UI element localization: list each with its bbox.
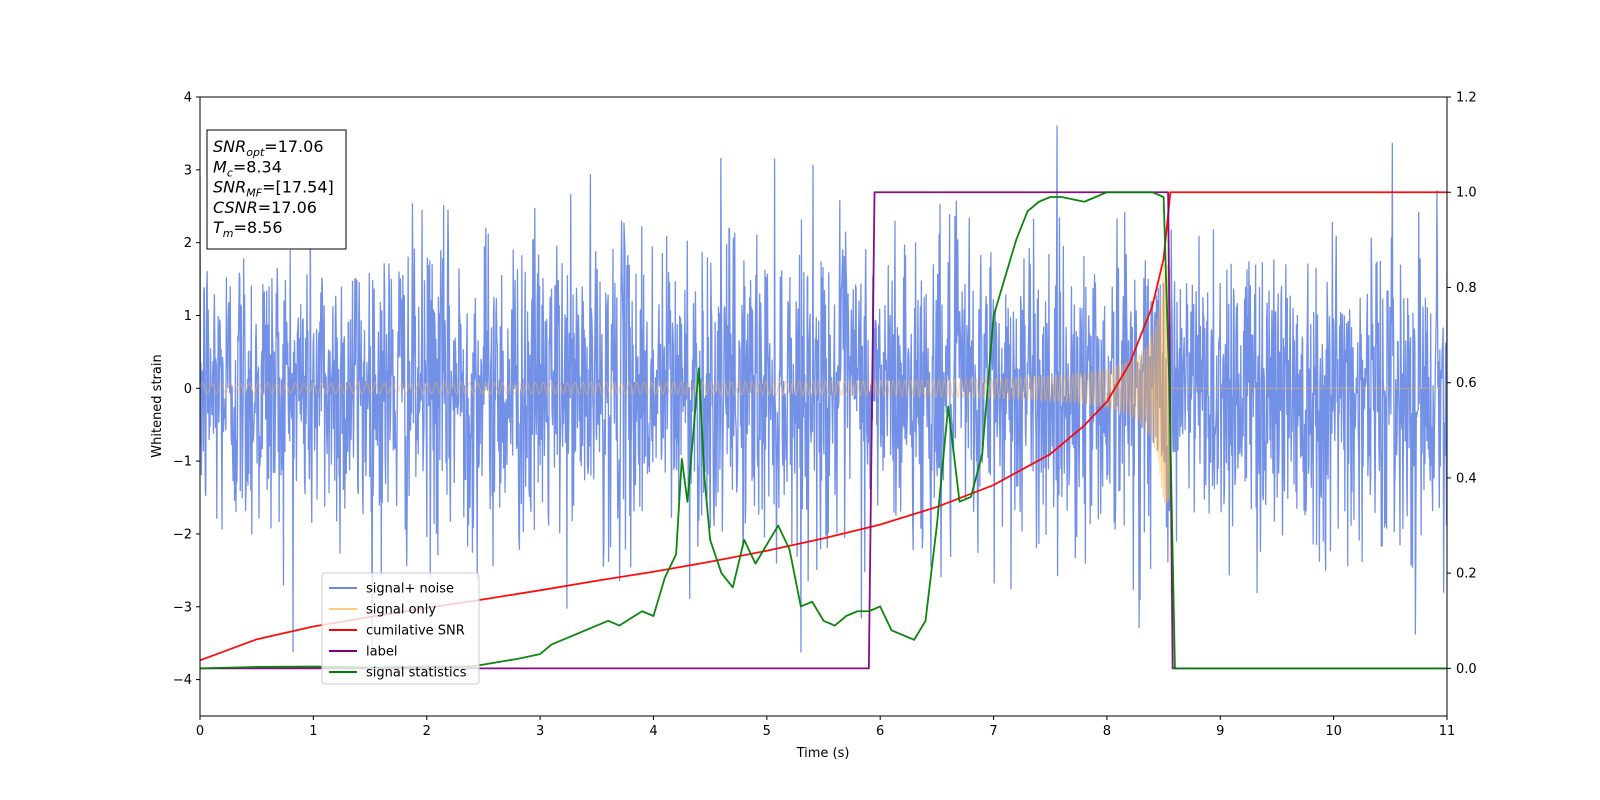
y-axis-left: 4 3 2 1 0 −1 −2 −3 −4 (173, 91, 200, 688)
info-box-line: SNRopt=17.06 (213, 137, 324, 159)
legend-entry-label: signal statistics (366, 666, 467, 681)
info-value: =[17.54] (262, 178, 334, 197)
y-axis-label: Whitened strain (150, 354, 165, 457)
y-tick-label: −1 (173, 455, 192, 470)
y2-tick-label: 0.0 (1456, 662, 1477, 677)
y2-tick-label: 0.2 (1456, 567, 1477, 582)
x-tick-label: 10 (1325, 724, 1342, 739)
x-tick-label: 1 (309, 724, 317, 739)
x-tick-label: 8 (1103, 724, 1111, 739)
x-axis-label: Time (s) (796, 746, 850, 761)
info-box-frame (206, 129, 347, 250)
info-value: =8.34 (233, 157, 282, 176)
info-box-line: SNRMF=[17.54] (213, 178, 334, 200)
info-symbol: CSNR (213, 198, 258, 217)
info-box: SNRopt=17.06Mc=8.34SNRMF=[17.54]CSNR=17.… (206, 129, 347, 250)
info-box-line: Tm=8.56 (213, 218, 283, 240)
info-subscript: opt (246, 146, 265, 159)
legend-entry-label: label (366, 645, 397, 660)
info-value: =8.56 (234, 218, 283, 237)
x-tick-label: 11 (1439, 724, 1456, 739)
y-tick-label: 2 (184, 236, 192, 251)
y-axis-right: 1.2 1.0 0.8 0.6 0.4 0.2 0.0 (1447, 91, 1477, 677)
y2-tick-label: 0.4 (1456, 471, 1477, 486)
y2-tick-label: 0.8 (1456, 281, 1477, 296)
series-signal-noise-line (200, 125, 1447, 653)
x-tick-label: 3 (536, 724, 544, 739)
y-tick-label: 3 (184, 163, 192, 178)
y-tick-label: −3 (173, 600, 192, 615)
y2-tick-label: 1.0 (1456, 186, 1477, 201)
legend-entry-label: signal+ noise (366, 582, 454, 597)
x-tick-label: 5 (763, 724, 771, 739)
x-tick-label: 9 (1216, 724, 1224, 739)
info-subscript: c (227, 166, 233, 179)
info-symbol: SNR (213, 178, 246, 197)
legend-entry-label: cumilative SNR (366, 624, 465, 639)
y-tick-label: 0 (184, 382, 192, 397)
legend-entry-label: signal only (366, 603, 436, 618)
x-tick-label: 6 (876, 724, 884, 739)
plot-frame (199, 96, 1448, 717)
info-symbol: SNR (213, 137, 246, 156)
info-symbol: M (213, 157, 227, 176)
info-value: =17.06 (264, 137, 323, 156)
legend: signal+ noise signal only cumilative SNR la… (321, 572, 480, 685)
x-tick-label: 4 (649, 724, 657, 739)
y2-tick-label: 0.6 (1456, 376, 1477, 391)
info-box-line: CSNR=17.06 (213, 198, 317, 217)
series-signal-statistics-line (200, 191, 1447, 670)
info-subscript: MF (246, 187, 262, 200)
y-tick-label: −4 (173, 673, 192, 688)
info-box-line: Mc=8.34 (213, 157, 282, 179)
legend-frame (321, 572, 480, 685)
info-subscript: m (223, 227, 234, 240)
x-tick-label: 7 (989, 724, 997, 739)
info-value: =17.06 (258, 198, 317, 217)
x-tick-label: 2 (423, 724, 431, 739)
y-tick-label: −2 (173, 527, 192, 542)
y-tick-label: 4 (184, 91, 192, 106)
y2-tick-label: 1.2 (1456, 91, 1477, 106)
y-tick-label: 1 (184, 309, 192, 324)
x-axis: 0 1 2 3 4 5 6 7 8 9 10 11 (196, 716, 1455, 739)
series-signal-only-line (200, 264, 1447, 507)
x-tick-label: 0 (196, 724, 204, 739)
info-symbol: T (213, 218, 224, 237)
